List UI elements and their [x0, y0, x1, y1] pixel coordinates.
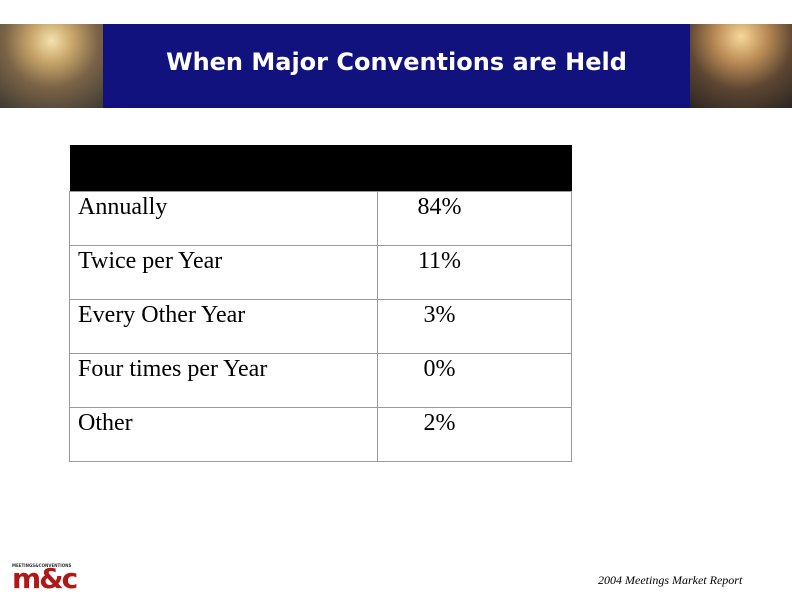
- row-label: Four times per Year: [69, 353, 378, 408]
- table-row: Other 2%: [69, 407, 572, 462]
- table-row: Four times per Year 0%: [69, 353, 572, 408]
- table-row: Every Other Year 3%: [69, 299, 572, 354]
- header-cell: [377, 145, 572, 192]
- row-label: Other: [69, 407, 378, 462]
- title: When Major Conventions are Held: [166, 48, 627, 76]
- table-row: Annually 84%: [69, 191, 572, 246]
- row-label: Every Other Year: [69, 299, 378, 354]
- logo-caption: MEETINGS&CONVENTIONS: [12, 563, 72, 568]
- table-row: Twice per Year 11%: [69, 245, 572, 300]
- photo: [690, 24, 792, 108]
- table: Annually 84% Twice per Year 11% Every Other …: [69, 145, 572, 462]
- header-row: [69, 145, 572, 192]
- source: 2004 Meetings Market Report: [598, 573, 743, 587]
- logo-text: m&c: [12, 562, 78, 595]
- row-value: 11%: [377, 245, 572, 300]
- header-cell: [69, 145, 378, 192]
- row-label: Annually: [69, 191, 378, 246]
- banner: When Major Conventions are Held: [0, 24, 792, 108]
- table-body: Annually 84% Twice per Year 11% Every Other …: [69, 191, 572, 462]
- row-value: 0%: [377, 353, 572, 408]
- row-label: Twice per Year: [69, 245, 378, 300]
- logo: MEETINGS&CONVENTIONS m&c: [12, 563, 92, 593]
- photo: [0, 24, 103, 108]
- row-value: 3%: [377, 299, 572, 354]
- title-box: When Major Conventions are Held: [103, 24, 690, 108]
- row-value: 2%: [377, 407, 572, 462]
- row-value: 84%: [377, 191, 572, 246]
